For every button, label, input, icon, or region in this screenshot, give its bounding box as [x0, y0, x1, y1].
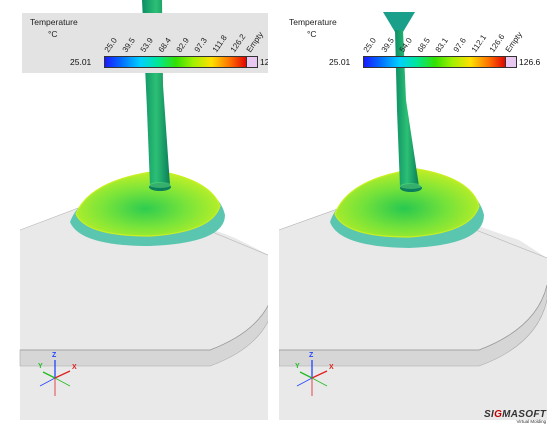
- legend-tick: 111.8: [210, 33, 229, 54]
- legend-tick: 54.0: [397, 36, 414, 54]
- sigmasoft-logo: SIGMASOFT Virtual Molding: [484, 409, 546, 424]
- left-viewport[interactable]: Z X Y Temperature °C 25.0 39.5 53.9 68.4…: [0, 0, 268, 420]
- legend-max-value: 126.6: [519, 57, 541, 67]
- legend-tick: 83.1: [433, 36, 450, 54]
- temperature-colorbar: [104, 56, 248, 68]
- axis-triad: [296, 360, 328, 396]
- axis-z-label: Z: [52, 352, 57, 359]
- legend-unit: °C: [48, 29, 58, 39]
- legend-tick: 25.0: [361, 36, 378, 54]
- legend-tick: 126.6: [487, 32, 507, 54]
- part-top: [334, 168, 480, 238]
- left-3d-scene: [19, 0, 268, 420]
- logo-accent: G: [494, 409, 503, 420]
- temperature-legend: Temperature °C 25.0 39.5 54.0 68.5 83.1 …: [281, 13, 540, 73]
- legend-tick: 53.9: [138, 36, 155, 54]
- axis-x-label: X: [329, 364, 334, 371]
- legend-max-value: 126.2: [260, 57, 268, 67]
- legend-tick-empty: Empty: [244, 30, 266, 54]
- logo-wordmark: SIGMASOFT: [484, 409, 546, 420]
- axis-x-label: X: [72, 364, 77, 371]
- legend-min-value: 25.01: [329, 57, 351, 67]
- stand-plate: [279, 192, 547, 420]
- temperature-colorbar: [363, 56, 507, 68]
- temperature-legend: Temperature °C 25.0 39.5 53.9 68.4 82.9 …: [22, 13, 268, 73]
- legend-tick: 39.5: [379, 36, 396, 54]
- legend-title: Temperature: [30, 17, 78, 27]
- empty-swatch: [505, 56, 517, 68]
- legend-unit: °C: [307, 29, 317, 39]
- legend-min-value: 25.01: [70, 57, 92, 67]
- stand-plate: [19, 192, 268, 420]
- legend-tick: 112.1: [469, 32, 489, 54]
- legend-tick: 68.5: [415, 36, 432, 54]
- legend-tick: 82.9: [174, 36, 191, 54]
- logo-tagline: Virtual Molding: [516, 419, 547, 424]
- legend-tick: 97.6: [451, 36, 468, 54]
- legend-tick: 68.4: [156, 36, 173, 54]
- logo-prefix: SI: [484, 409, 495, 420]
- legend-title: Temperature: [289, 17, 337, 27]
- sprue: [383, 12, 422, 192]
- logo-suffix: MASOFT: [502, 409, 547, 420]
- axis-y-label: Y: [38, 363, 43, 370]
- part-top: [75, 170, 221, 237]
- legend-tick: 97.3: [192, 36, 209, 54]
- axis-z-label: Z: [309, 352, 314, 359]
- legend-tick: 25.0: [102, 36, 119, 54]
- right-viewport[interactable]: Z X Y Temperature °C 25.0 39.5 54.0 68.5…: [279, 0, 547, 420]
- legend-tick: 39.5: [120, 36, 137, 54]
- axis-y-label: Y: [295, 363, 300, 370]
- right-3d-scene: [279, 12, 547, 420]
- empty-swatch: [246, 56, 258, 68]
- axis-triad: [39, 360, 71, 396]
- legend-tick: 126.2: [228, 32, 248, 54]
- legend-tick-empty: Empty: [503, 30, 525, 54]
